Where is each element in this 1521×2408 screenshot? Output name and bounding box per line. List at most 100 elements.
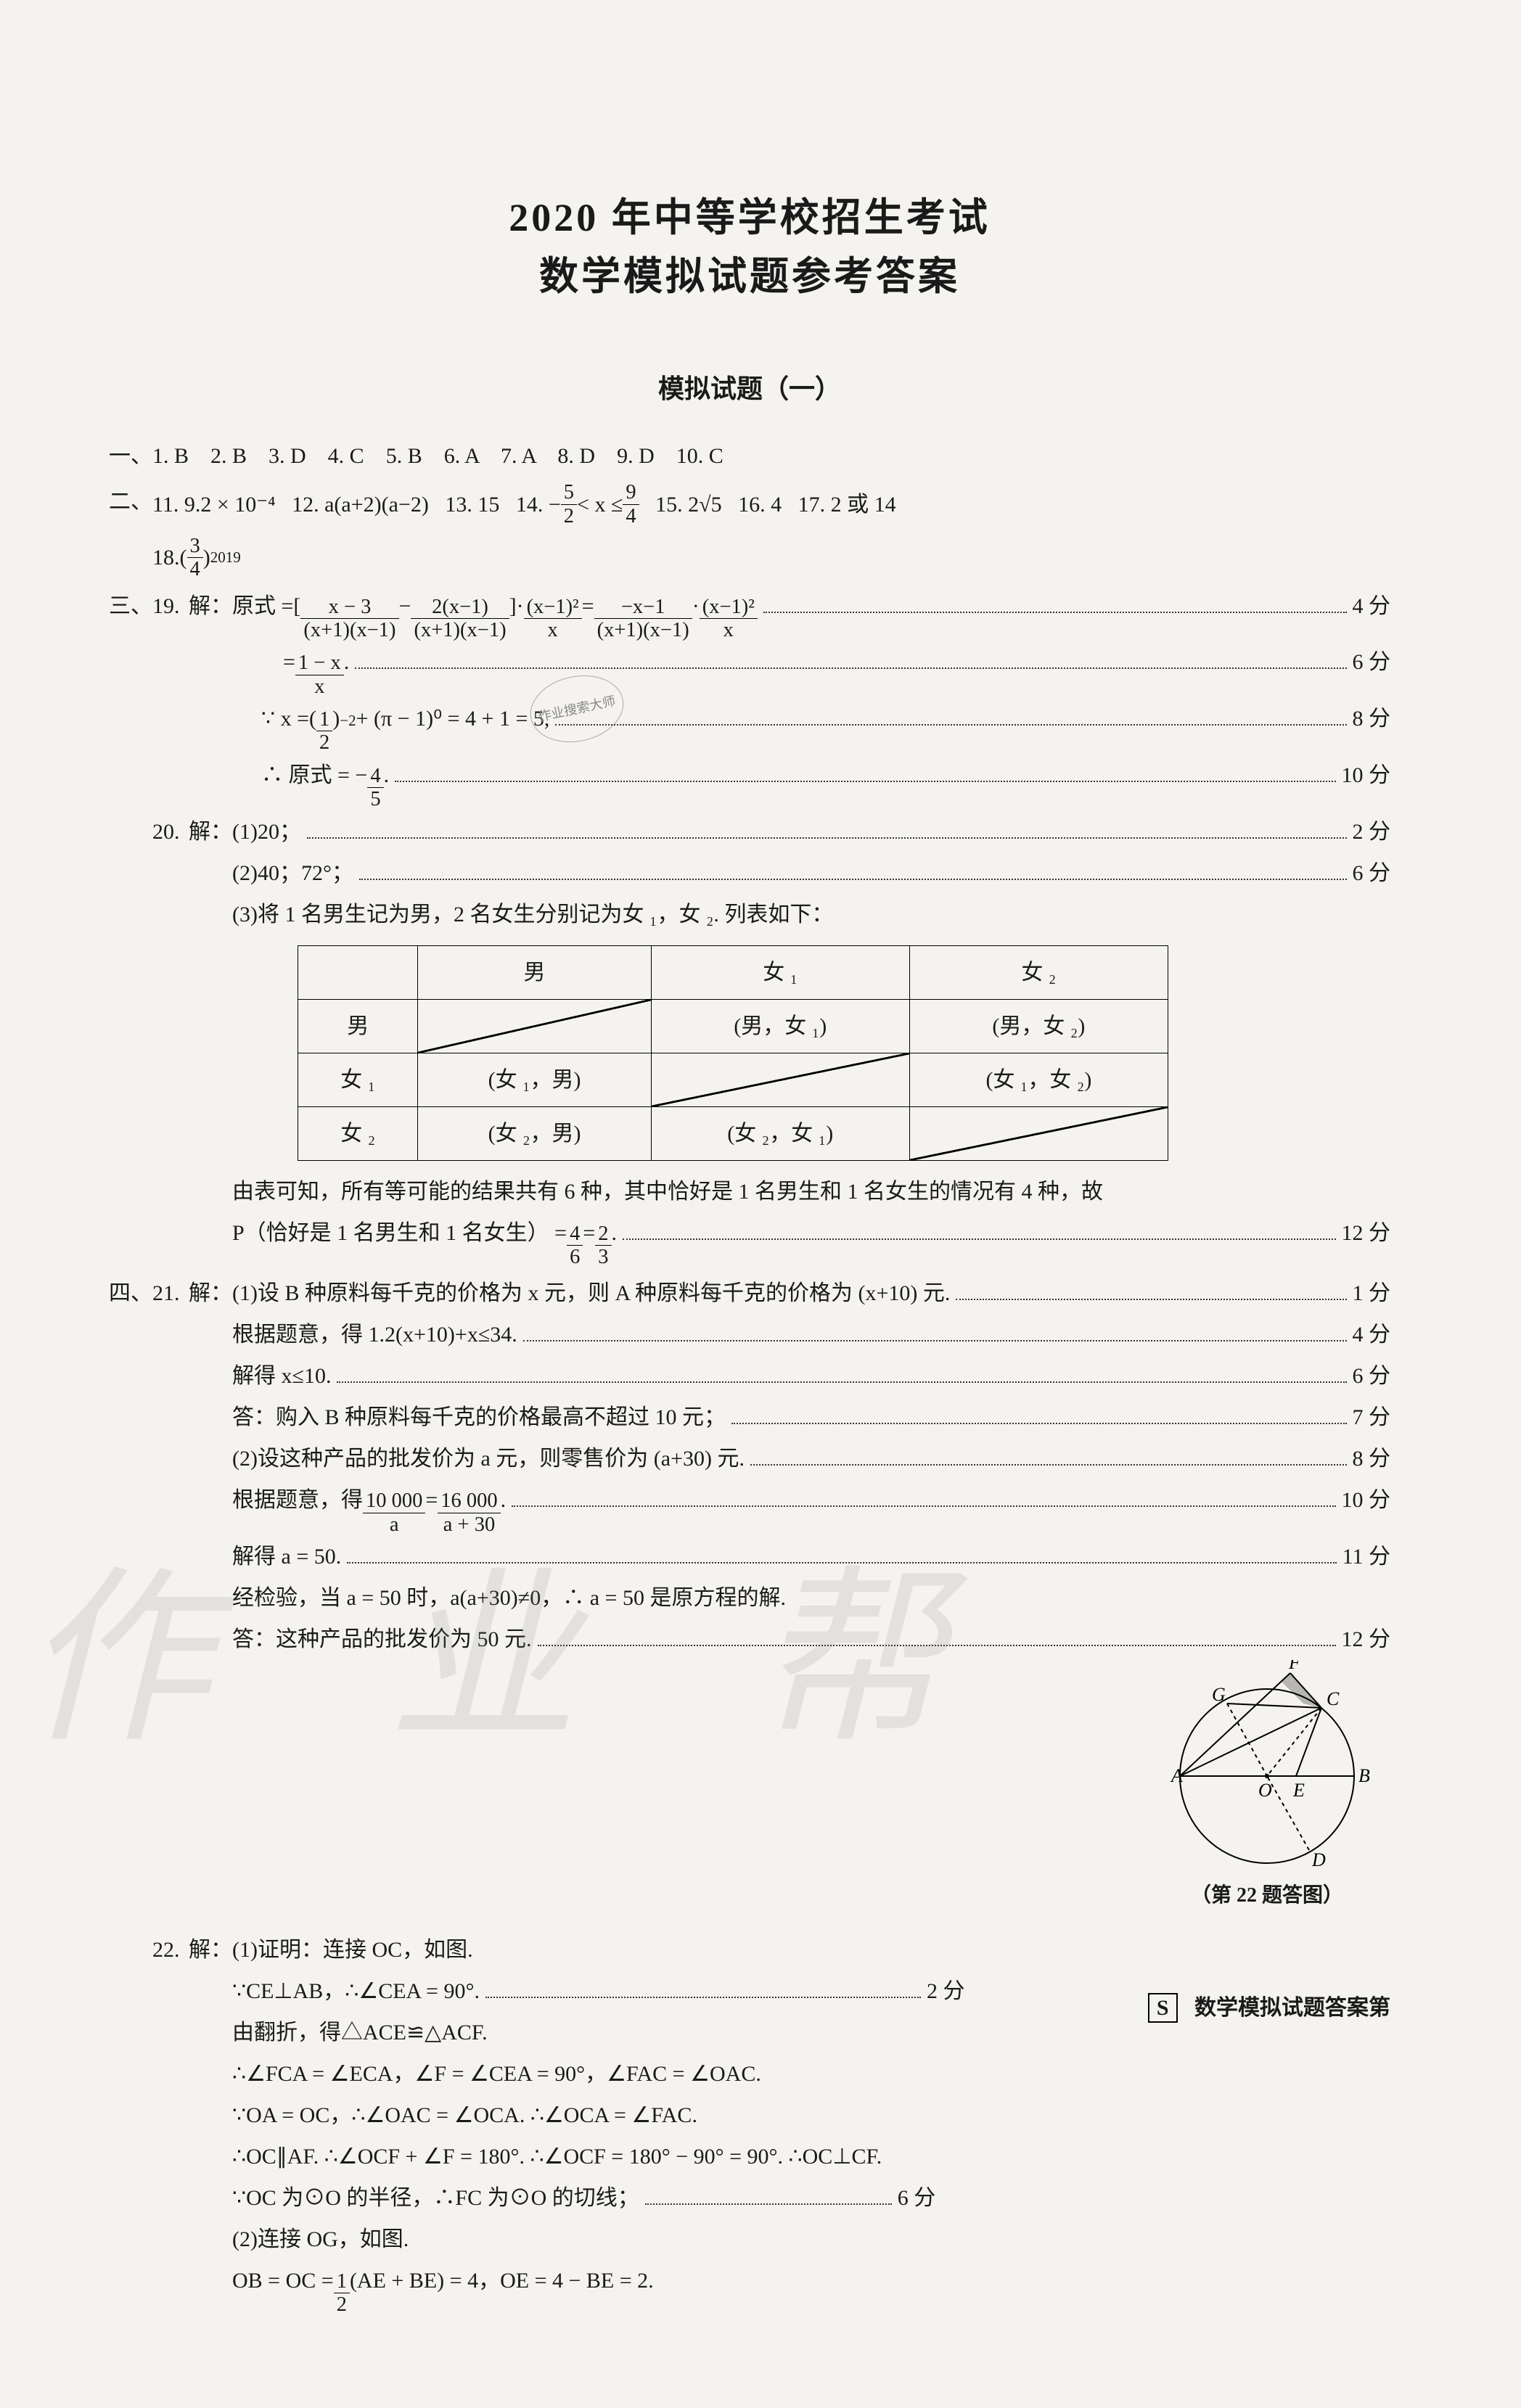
table-cell: 女 ₁ — [651, 945, 909, 999]
q19-l3-frac: 12 — [316, 708, 332, 755]
svg-text:D: D — [1311, 1849, 1326, 1870]
q22-l9-frac: 12 — [334, 2270, 350, 2317]
q21-l6: 根据题意，得 10 000a = 16 000a + 30 . 10 分 — [152, 1479, 1390, 1536]
q20-p2: (2)40；72°； 6 分 — [152, 852, 1390, 894]
table-cell: 女 ₁ — [298, 1053, 418, 1106]
q21-l7-text: 解得 a = 50. — [232, 1536, 341, 1577]
dotfill — [645, 2179, 892, 2205]
q19-l4-prefix: ∴ 原式 = − — [261, 755, 367, 796]
svg-text:C: C — [1327, 1688, 1340, 1709]
table-cell: (男，女 ₁) — [651, 999, 909, 1053]
q21-l6-prefix: 根据题意，得 — [232, 1479, 363, 1521]
dotfill — [956, 1274, 1346, 1300]
q21-l4-text: 答：购入 B 种原料每千克的价格最高不超过 10 元； — [232, 1397, 726, 1438]
q20-p2-text: (2)40；72°； — [232, 852, 353, 894]
q18-lparen: ( — [180, 537, 187, 578]
q19-l1-prefix: 解：原式 = — [189, 585, 293, 627]
q14-frac1: 52 — [561, 481, 577, 527]
q22-l2-text: ∵CE⊥AB，∴∠CEA = 90°. — [232, 1971, 480, 2012]
sec2-label: 二、 — [109, 481, 152, 522]
dotfill — [395, 756, 1335, 782]
q19-fracA: x − 3(x+1)(x−1) — [300, 596, 398, 642]
svg-text:G: G — [1212, 1684, 1226, 1705]
circle-diagram-icon: A B C D E F G O — [1158, 1660, 1376, 1870]
q19-l3-rparen: ) — [332, 698, 340, 739]
q14-mid: < x ≤ — [577, 484, 623, 525]
sec2-row2: 18. ( 34 )2019 — [152, 535, 1390, 581]
q21-l5: (2)设这种产品的批发价为 a 元，则零售价为 (a+30) 元. 8 分 — [152, 1438, 1390, 1479]
q19-dot2: · — [692, 585, 700, 627]
q19-l1-score: 4 分 — [1353, 585, 1391, 627]
sec1-body: 1. B 2. B 3. D 4. C 5. B 6. A 7. A 8. D … — [152, 435, 1390, 477]
q19-l4-score: 10 分 — [1342, 755, 1391, 796]
section-3: 三、 19. 解：原式 = [ x − 3(x+1)(x−1) − 2(x−1)… — [109, 585, 1390, 1268]
q21-l3-score: 6 分 — [1353, 1355, 1391, 1397]
q22-l1: 22. 解：(1)证明：连接 OC，如图. — [152, 1929, 1390, 1971]
q20-table: 男 女 ₁ 女 ₂ 男 (男，女 ₁) (男，女 ₂) 女 ₁ (女 ₁，男) … — [298, 945, 1168, 1161]
q21-l6-suf: . — [501, 1479, 507, 1521]
table-cell: 女 ₂ — [298, 1106, 418, 1160]
table-cell: (女 ₂，男) — [418, 1106, 651, 1160]
svg-text:B: B — [1358, 1765, 1370, 1786]
subheading: 模拟试题（一） — [109, 364, 1390, 414]
table-cell: 女 ₂ — [909, 945, 1168, 999]
sec3-label: 三、 — [109, 585, 152, 627]
q21-l6-f1: 10 000a — [363, 1489, 425, 1536]
sec3-body: 19. 解：原式 = [ x − 3(x+1)(x−1) − 2(x−1)(x+… — [152, 585, 1390, 1268]
q19-l3-exp: −2 — [340, 707, 356, 736]
section-4: 四、 21. 解：(1)设 B 种原料每千克的价格为 x 元，则 A 种原料每千… — [109, 1273, 1390, 2317]
q22-l6: ∴OC∥AF. ∴∠OCF + ∠F = 180°. ∴∠OCF = 180° … — [152, 2136, 1390, 2177]
q19-fracB: 2(x−1)(x+1)(x−1) — [411, 596, 509, 642]
q21-l7-score: 11 分 — [1342, 1536, 1390, 1577]
footer-text: 数学模拟试题答案第 — [1194, 1996, 1390, 2020]
q21-num: 21. — [152, 1273, 189, 1314]
dotfill — [485, 1972, 921, 1998]
sec4-label: 四、 — [109, 1273, 152, 1314]
dotfill — [355, 643, 1346, 669]
q22-l8: (2)连接 OG，如图. — [152, 2219, 1390, 2260]
q14-frac2: 94 — [623, 481, 639, 527]
q11: 11. 9.2 × 10⁻⁴ — [152, 484, 276, 525]
title-block: 2020 年中等学校招生考试 数学模拟试题参考答案 — [109, 189, 1390, 306]
q19-fracC: (x−1)²x — [524, 596, 582, 642]
q21-l4: 答：购入 B 种原料每千克的价格最高不超过 10 元； 7 分 — [152, 1397, 1390, 1438]
q14-pre: 14. − — [516, 484, 561, 525]
q21-l6-f2: 16 000a + 30 — [438, 1489, 500, 1536]
q19-l4: ∴ 原式 = − 45 . 10 分 — [152, 755, 1390, 811]
dotfill — [623, 1214, 1335, 1240]
q21-l4-score: 7 分 — [1353, 1397, 1391, 1438]
q18-exp: 2019 — [210, 543, 241, 572]
q22-l7: ∵OC 为⊙O 的半径，∴FC 为⊙O 的切线； 6 分 — [152, 2177, 1390, 2219]
dotfill — [337, 1357, 1346, 1383]
q20-p5-suf: . — [612, 1212, 618, 1254]
q20-p5: P（恰好是 1 名男生和 1 名女生） = 46 = 23 . 12 分 — [152, 1212, 1390, 1269]
svg-text:F: F — [1288, 1660, 1301, 1673]
q21-l1-score: 1 分 — [1353, 1273, 1391, 1314]
main-title-2: 数学模拟试题参考答案 — [109, 247, 1390, 306]
q19-lbracket: [ — [293, 585, 300, 627]
q19-l2-prefix: = — [283, 641, 295, 683]
table-cell-diag — [651, 1053, 909, 1106]
q20-p3: (3)将 1 名男生记为男，2 名女生分别记为女 ₁，女 ₂. 列表如下： — [152, 894, 1390, 935]
q17: 17. 2 或 14 — [798, 484, 896, 525]
q20-p1-score: 2 分 — [1353, 811, 1391, 852]
table-row: 女 ₂ (女 ₂，男) (女 ₂，女 ₁) — [298, 1106, 1168, 1160]
q19-rbracket: ] — [509, 585, 517, 627]
q19-l3-mid: + (π − 1)⁰ = 4 + 1 = 5, — [356, 698, 550, 739]
q19-minus: − — [399, 585, 411, 627]
table-cell: 男 — [418, 945, 651, 999]
q19-fracE: (x−1)²x — [700, 596, 758, 642]
q22-l9-prefix: OB = OC = — [232, 2260, 334, 2301]
table-cell: (男，女 ₂) — [909, 999, 1168, 1053]
main-title-1: 2020 年中等学校招生考试 — [109, 189, 1390, 247]
table-cell: (女 ₁，男) — [418, 1053, 651, 1106]
q22-l7-score: 6 分 — [898, 2177, 936, 2219]
q19-l2-frac: 1 − xx — [295, 652, 344, 698]
q19-l2-suf: . — [344, 641, 350, 683]
q19-l3-score: 8 分 — [1353, 698, 1391, 739]
q13: 13. 15 — [445, 484, 499, 525]
q20-p5-score: 12 分 — [1342, 1212, 1391, 1254]
q21-l5-score: 8 分 — [1353, 1438, 1391, 1479]
section-2: 二、 11. 9.2 × 10⁻⁴ 12. a(a+2)(a−2) 13. 15… — [109, 481, 1390, 580]
q20-p2-score: 6 分 — [1353, 852, 1391, 894]
